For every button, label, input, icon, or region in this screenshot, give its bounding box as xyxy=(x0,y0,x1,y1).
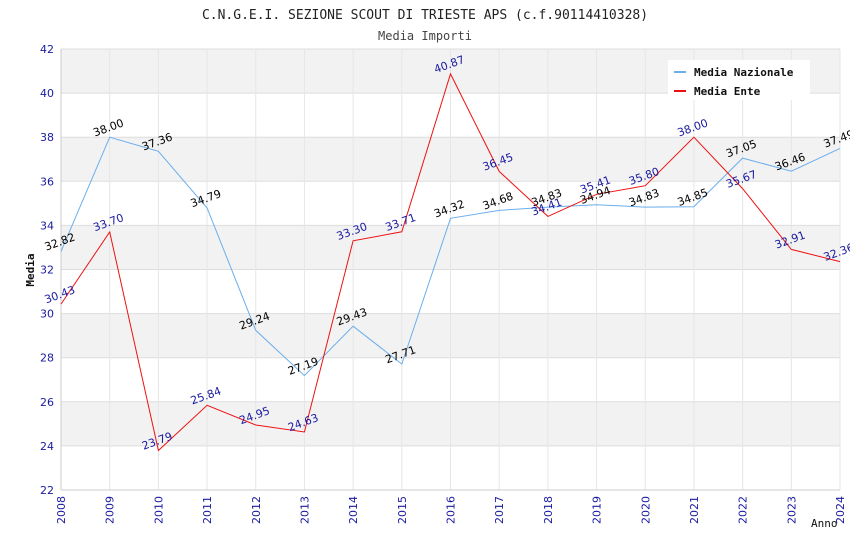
y-tick-label: 30 xyxy=(40,308,54,321)
chart-subtitle: Media Importi xyxy=(378,29,472,43)
legend-label-media-ente: Media Ente xyxy=(694,85,761,98)
y-tick-label: 24 xyxy=(40,440,54,453)
legend: Media Nazionale Media Ente xyxy=(668,60,810,100)
x-tick-label: 2015 xyxy=(396,496,409,524)
y-tick-label: 26 xyxy=(40,396,54,409)
x-tick-label: 2021 xyxy=(688,496,701,524)
x-tick-label: 2017 xyxy=(493,496,506,524)
x-tick-label: 2020 xyxy=(639,496,652,524)
y-tick-label: 32 xyxy=(40,264,54,277)
y-tick-label: 22 xyxy=(40,484,54,497)
x-tick-label: 2014 xyxy=(347,496,360,524)
x-tick-label: 2018 xyxy=(542,496,555,524)
y-axis-label: Media xyxy=(24,253,37,286)
y-axis-ticks: 22 24 26 28 30 32 34 36 38 40 42 xyxy=(40,43,54,497)
x-tick-label: 2013 xyxy=(298,496,311,524)
x-tick-label: 2024 xyxy=(834,496,847,524)
x-tick-label: 2011 xyxy=(201,496,214,524)
legend-box xyxy=(668,60,810,100)
x-tick-label: 2012 xyxy=(250,496,263,524)
y-tick-label: 42 xyxy=(40,43,54,56)
x-axis-ticks: 2008 2009 2010 2011 2012 2013 2014 2015 2016 2017… xyxy=(55,496,847,524)
x-tick-label: 2016 xyxy=(445,496,458,524)
x-tick-label: 2009 xyxy=(104,496,117,524)
axes xyxy=(60,49,840,491)
x-tick-label: 2008 xyxy=(55,496,68,524)
x-tick-label: 2023 xyxy=(785,496,798,524)
y-tick-label: 28 xyxy=(40,352,54,365)
legend-label-media-nazionale: Media Nazionale xyxy=(694,66,794,79)
x-tick-label: 2019 xyxy=(591,496,604,524)
series-line-media-nazionale xyxy=(60,136,841,377)
y-tick-label: 40 xyxy=(40,87,54,100)
x-tick-label: 2010 xyxy=(152,496,165,524)
x-axis-label: Anno xyxy=(811,517,838,530)
x-tick-label: 2022 xyxy=(737,496,750,524)
y-tick-label: 34 xyxy=(40,219,54,232)
series-group xyxy=(60,72,841,452)
y-tick-label: 36 xyxy=(40,175,54,188)
chart-title: C.N.G.E.I. SEZIONE SCOUT DI TRIESTE APS … xyxy=(202,8,648,23)
y-tick-label: 38 xyxy=(40,131,54,144)
series-line-media-ente xyxy=(60,72,841,452)
